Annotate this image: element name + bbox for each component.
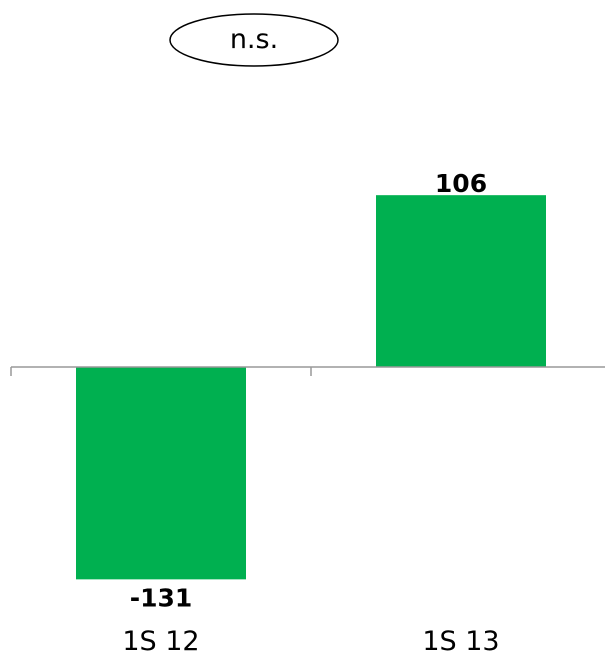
annotation-badge: n.s. — [169, 13, 339, 67]
value-label: 106 — [435, 169, 487, 198]
bar-1s-13 — [376, 195, 546, 367]
value-label: -131 — [130, 583, 193, 612]
bar-1s-12 — [76, 367, 246, 580]
annotation-ellipse — [169, 13, 339, 67]
category-label: 1S 12 — [122, 626, 199, 654]
labels-group: -131 1S 12 106 1S 13 — [122, 169, 499, 654]
annotation-text: n.s. — [230, 24, 278, 55]
x-axis — [10, 366, 605, 376]
category-label: 1S 13 — [422, 626, 499, 654]
bars-group — [76, 195, 546, 580]
